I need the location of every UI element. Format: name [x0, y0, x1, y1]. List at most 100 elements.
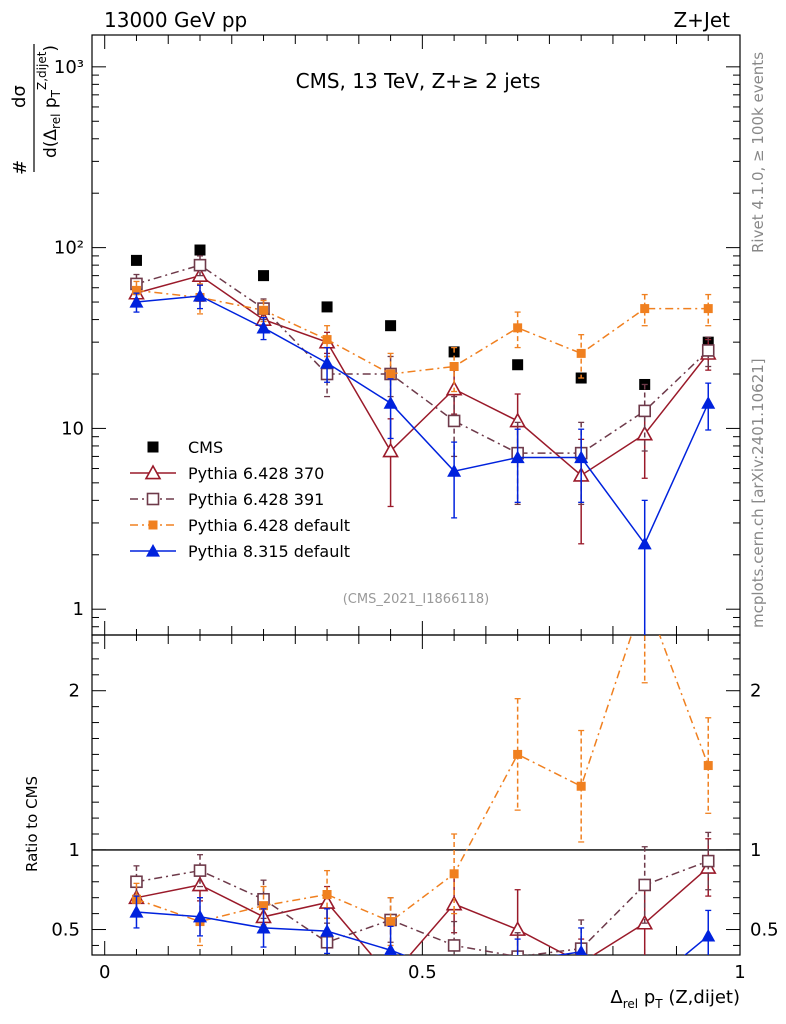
main-point: [258, 270, 270, 282]
main-point: [510, 450, 525, 464]
main-point: [512, 359, 524, 371]
legend-marker: [144, 464, 162, 480]
energy-label: 13000 GeV pp: [104, 8, 247, 32]
ratio-series-line: [136, 635, 709, 923]
main-point: [193, 289, 207, 302]
ratio-point: [384, 970, 398, 983]
ratio-series-pythia-8-315-default: [129, 895, 716, 980]
main-point: [256, 320, 271, 334]
legend: CMS Pythia 6.428 370 Pythia 6.428 391 Pythi…: [130, 438, 350, 561]
main-point: [701, 344, 715, 357]
main-point: [193, 258, 207, 272]
legend-label: Pythia 8.315 default: [188, 542, 350, 561]
main-series-line: [136, 295, 709, 546]
ratio-point: [191, 876, 209, 892]
main-y-tick-label: 10³: [54, 57, 84, 78]
ratio-point: [384, 943, 398, 955]
main-point: [640, 304, 650, 314]
legend-item: Pythia 6.428 391: [130, 490, 324, 509]
main-point: [386, 369, 396, 379]
main-series-pythia-6-428-default: [131, 280, 713, 403]
ratio-series-group: [128, 635, 717, 983]
y-title-numerator: dσ: [9, 85, 30, 108]
ratio-point: [701, 928, 716, 942]
main-point: [131, 285, 141, 295]
ratio-y-tick-label-left: 2: [69, 681, 80, 702]
ratio-point: [517, 954, 518, 955]
legend-marker: [146, 492, 160, 506]
ratio-y-tick-label-right: 0.5: [750, 920, 779, 941]
ratio-point: [193, 864, 207, 877]
main-point: [637, 536, 652, 550]
legend-item: Pythia 6.428 default: [130, 516, 350, 535]
main-series-line: [136, 274, 709, 477]
legend-label: Pythia 6.428 391: [188, 490, 324, 509]
ratio-point: [580, 954, 582, 955]
ratio-point: [129, 905, 144, 918]
x-axis-title: Δrel pT (Z,dijet): [610, 987, 740, 1011]
legend-marker: [147, 441, 159, 453]
main-y-tick-label: 1: [73, 599, 84, 620]
y-title-hash: #: [10, 160, 31, 175]
main-point: [130, 254, 142, 266]
main-point: [259, 305, 269, 315]
main-point: [383, 396, 398, 409]
main-point: [701, 396, 716, 409]
main-series-pythia-8-315-default: [129, 284, 716, 635]
ratio-y-tick-label-right: 2: [750, 681, 761, 702]
ratio-point: [447, 967, 461, 980]
ratio-point: [513, 749, 523, 759]
main-point: [703, 304, 713, 314]
main-point: [194, 244, 206, 256]
ratio-point: [575, 944, 587, 955]
legend-item: Pythia 6.428 370: [130, 464, 324, 483]
main-point: [576, 348, 586, 358]
main-point: [447, 414, 461, 428]
ratio-point: [320, 924, 335, 937]
ratio-point: [259, 901, 269, 911]
x-tick-label: 1: [734, 962, 745, 983]
main-series-line: [136, 289, 709, 375]
ratio-y-tick-label-right: 1: [750, 840, 761, 861]
ratio-point: [703, 761, 713, 771]
x-tick-label: 0: [99, 962, 110, 983]
ratio-series-line: [136, 860, 709, 955]
legend-label: CMS: [188, 438, 223, 457]
ratio-plot-frame: [91, 634, 741, 956]
legend-marker: [146, 544, 160, 557]
main-point: [447, 464, 462, 477]
main-series-line: [136, 264, 709, 454]
ratio-series-pythia-6-428-391: [130, 831, 715, 955]
ratio-y-tick-label-left: 1: [69, 840, 80, 861]
main-point: [321, 301, 333, 313]
main-point: [638, 404, 652, 418]
ratio-point: [701, 854, 715, 868]
ratio-point: [318, 893, 336, 909]
main-point: [513, 323, 523, 333]
main-point: [385, 320, 397, 332]
main-y-tick-label: 10: [61, 418, 84, 439]
main-point: [129, 295, 144, 308]
x-tick-label: 0.5: [408, 962, 437, 983]
ratio-point: [256, 920, 271, 934]
ratio-point: [449, 869, 459, 879]
ratio-y-axis-title: Ratio to CMS: [23, 776, 41, 872]
legend-marker: [148, 520, 158, 530]
main-series-group: [128, 244, 717, 635]
main-point: [382, 442, 399, 458]
legend-item: CMS: [147, 438, 223, 457]
main-point: [320, 356, 335, 369]
ratio-point: [576, 781, 586, 791]
legend-label: Pythia 6.428 370: [188, 464, 324, 483]
main-point: [574, 450, 589, 464]
ratio-point: [322, 890, 332, 900]
main-y-tick-label: 10²: [54, 238, 84, 259]
ratio-series-line: [136, 911, 709, 955]
ratio-point: [447, 939, 461, 952]
legend-item: Pythia 8.315 default: [130, 542, 350, 561]
main-series-cms: [130, 244, 714, 390]
rivet-label: Rivet 4.1.0, ≥ 100k events: [749, 52, 767, 253]
main-title: CMS, 13 TeV, Z+≥ 2 jets: [296, 69, 541, 93]
